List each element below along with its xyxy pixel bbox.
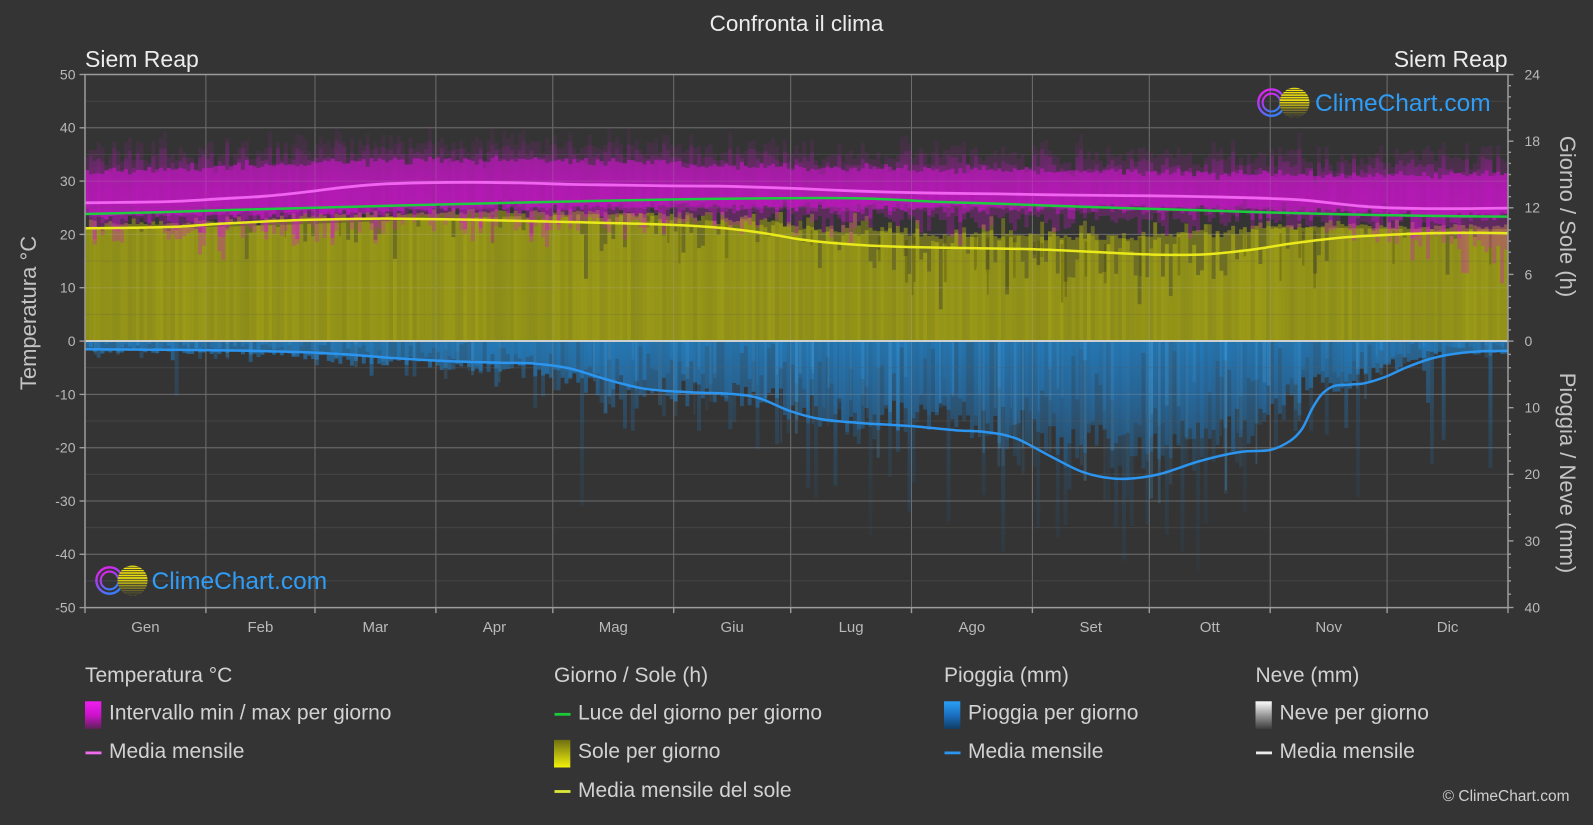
svg-text:-10: -10 <box>55 386 75 402</box>
svg-text:Giorno / Sole (h): Giorno / Sole (h) <box>554 664 708 687</box>
svg-text:40: 40 <box>60 120 76 136</box>
svg-text:-20: -20 <box>55 440 75 456</box>
svg-text:Feb: Feb <box>247 619 273 636</box>
svg-text:Ago: Ago <box>959 619 986 636</box>
svg-text:-40: -40 <box>55 546 75 562</box>
svg-text:Temperatura °C: Temperatura °C <box>16 236 41 390</box>
svg-text:Media mensile: Media mensile <box>1280 740 1415 763</box>
svg-text:Temperatura °C: Temperatura °C <box>85 664 232 687</box>
svg-text:40: 40 <box>1525 599 1541 615</box>
svg-text:Siem Reap: Siem Reap <box>85 46 199 72</box>
svg-text:Confronta il clima: Confronta il clima <box>710 11 884 36</box>
svg-text:Luce del giorno per giorno: Luce del giorno per giorno <box>578 702 822 725</box>
svg-text:Media mensile: Media mensile <box>968 740 1103 763</box>
svg-text:Pioggia (mm): Pioggia (mm) <box>944 664 1069 687</box>
svg-text:ClimeChart.com: ClimeChart.com <box>152 568 328 595</box>
svg-text:30: 30 <box>1525 533 1541 549</box>
svg-text:© ClimeChart.com: © ClimeChart.com <box>1443 788 1570 805</box>
svg-text:Media mensile del sole: Media mensile del sole <box>578 779 792 802</box>
svg-text:20: 20 <box>60 226 76 242</box>
svg-text:Intervallo min / max per giorn: Intervallo min / max per giorno <box>109 702 391 725</box>
svg-text:Apr: Apr <box>483 619 506 636</box>
svg-text:30: 30 <box>60 173 76 189</box>
svg-text:Pioggia / Neve (mm): Pioggia / Neve (mm) <box>1555 373 1580 574</box>
svg-text:Set: Set <box>1080 619 1103 636</box>
svg-text:Dic: Dic <box>1437 619 1459 636</box>
svg-text:0: 0 <box>68 333 76 349</box>
svg-text:Ott: Ott <box>1200 619 1221 636</box>
svg-text:50: 50 <box>60 66 76 82</box>
svg-text:ClimeChart.com: ClimeChart.com <box>1315 90 1491 117</box>
svg-text:10: 10 <box>60 280 76 296</box>
svg-text:0: 0 <box>1525 333 1533 349</box>
svg-text:-30: -30 <box>55 493 75 509</box>
svg-text:12: 12 <box>1525 200 1541 216</box>
svg-text:Nov: Nov <box>1315 619 1342 636</box>
svg-text:Neve per giorno: Neve per giorno <box>1280 702 1429 725</box>
svg-text:10: 10 <box>1525 400 1541 416</box>
svg-text:Giu: Giu <box>721 619 744 636</box>
svg-text:Pioggia per giorno: Pioggia per giorno <box>968 702 1138 725</box>
svg-text:Mar: Mar <box>362 619 388 636</box>
svg-text:Gen: Gen <box>131 619 159 636</box>
svg-text:Giorno / Sole (h): Giorno / Sole (h) <box>1555 136 1580 297</box>
svg-text:20: 20 <box>1525 466 1541 482</box>
svg-text:18: 18 <box>1525 133 1541 149</box>
svg-text:Sole per giorno: Sole per giorno <box>578 740 720 763</box>
svg-text:Lug: Lug <box>839 619 864 636</box>
svg-text:Siem Reap: Siem Reap <box>1394 46 1508 72</box>
svg-text:Neve (mm): Neve (mm) <box>1256 664 1360 687</box>
svg-text:Media mensile: Media mensile <box>109 740 244 763</box>
svg-text:-50: -50 <box>55 600 75 616</box>
svg-text:24: 24 <box>1525 67 1541 83</box>
svg-text:Mag: Mag <box>599 619 628 636</box>
svg-text:6: 6 <box>1525 266 1533 282</box>
